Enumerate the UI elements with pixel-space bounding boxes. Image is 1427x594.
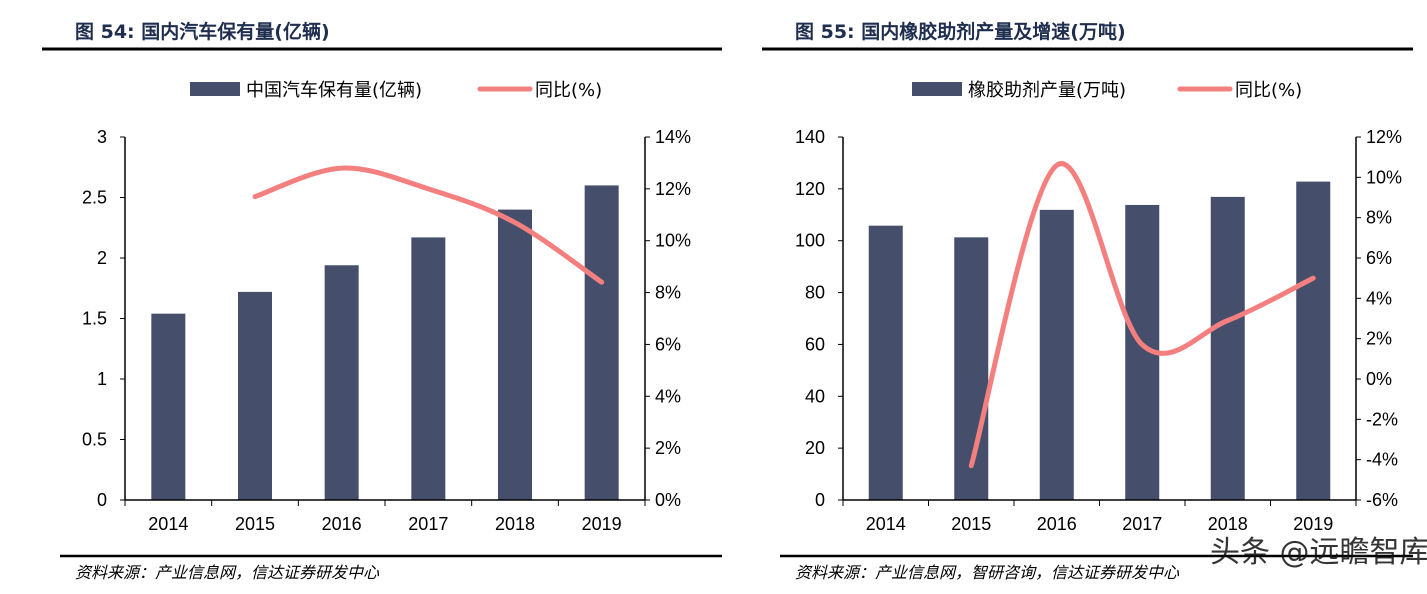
legend-bar-swatch (912, 82, 962, 96)
x-tick-label: 2014 (866, 514, 906, 534)
right-tick-label: 6% (1366, 248, 1392, 268)
right-tick-label: -4% (1366, 450, 1398, 470)
bar-2018 (498, 209, 532, 500)
right-tick-label: 6% (655, 334, 681, 354)
legend-bar-label: 中国汽车保有量(亿辆) (246, 80, 422, 101)
right-tick-label: 8% (1366, 208, 1392, 228)
left-tick-label: 40 (805, 386, 825, 406)
left-tick-label: 2 (97, 248, 107, 268)
x-tick-label: 2017 (408, 514, 448, 534)
bar-2018 (1210, 196, 1245, 500)
x-tick-label: 2017 (1122, 514, 1162, 534)
chart-title: 图 55: 国内橡胶助剂产量及增速(万吨) (795, 20, 1126, 43)
bar-2014 (151, 313, 186, 500)
yoy-line (252, 165, 605, 285)
bar-2014 (868, 225, 903, 500)
right-tick-label: 12% (1366, 127, 1402, 147)
x-tick-label: 2014 (148, 514, 188, 534)
yoy-line (968, 161, 1316, 469)
x-tick-label: 2015 (951, 514, 991, 534)
legend-bar-label: 橡胶助剂产量(万吨) (968, 80, 1126, 101)
left-tick-label: 0 (815, 490, 825, 510)
x-tick-label: 2019 (582, 514, 622, 534)
left-tick-label: 0 (97, 490, 107, 510)
legend-bar-swatch (190, 82, 240, 96)
right-tick-label: 0% (1366, 369, 1392, 389)
right-tick-label: 8% (655, 283, 681, 303)
left-tick-label: 1 (97, 369, 107, 389)
left-tick-label: 120 (795, 179, 825, 199)
bar-2017 (411, 237, 446, 500)
left-tick-label: 60 (805, 334, 825, 354)
right-tick-label: 14% (655, 127, 691, 147)
left-tick-label: 80 (805, 283, 825, 303)
left-tick-label: 1.5 (82, 309, 107, 329)
legend-line-label: 同比(%) (535, 80, 602, 101)
bar-2016 (1039, 209, 1074, 500)
left-tick-label: 100 (795, 231, 825, 251)
left-tick-label: 20 (805, 438, 825, 458)
x-tick-label: 2016 (1037, 514, 1077, 534)
bar-2015 (238, 291, 272, 500)
right-tick-label: -2% (1366, 409, 1398, 429)
x-tick-label: 2016 (322, 514, 362, 534)
source-note: 资料来源：产业信息网，信达证券研发中心 (75, 563, 380, 582)
bar-2016 (324, 265, 359, 500)
source-note: 资料来源：产业信息网，智研咨询，信达证券研发中心 (795, 563, 1180, 582)
chart-2: 图 55: 国内橡胶助剂产量及增速(万吨) 橡胶助剂产量(万吨) 同比(%) 0 20 4… (762, 20, 1413, 582)
right-tick-label: 4% (1366, 288, 1392, 308)
chart-1: 图 54: 国内汽车保有量(亿辆) 中国汽车保有量(亿辆) 同比(%) 0 0.5 1 1.… (42, 20, 722, 582)
bar-2019 (584, 185, 619, 500)
right-tick-label: 4% (655, 386, 681, 406)
legend-line-label: 同比(%) (1235, 80, 1302, 101)
x-tick-label: 2015 (235, 514, 275, 534)
right-tick-label: 10% (655, 231, 691, 251)
right-tick-label: 0% (655, 490, 681, 510)
right-tick-label: -6% (1366, 490, 1398, 510)
watermark: 头条 @远瞻智库 (1210, 535, 1427, 570)
right-tick-label: 10% (1366, 167, 1402, 187)
right-tick-label: 2% (1366, 329, 1392, 349)
left-tick-label: 3 (97, 127, 107, 147)
chart-title: 图 54: 国内汽车保有量(亿辆) (75, 20, 330, 43)
left-tick-label: 140 (795, 127, 825, 147)
left-tick-label: 0.5 (82, 430, 107, 450)
x-tick-label: 2018 (1208, 514, 1248, 534)
x-tick-label: 2019 (1293, 514, 1333, 534)
left-tick-label: 2.5 (82, 188, 107, 208)
right-tick-label: 2% (655, 438, 681, 458)
x-tick-label: 2018 (495, 514, 535, 534)
right-tick-label: 12% (655, 179, 691, 199)
bar-2019 (1296, 181, 1331, 500)
